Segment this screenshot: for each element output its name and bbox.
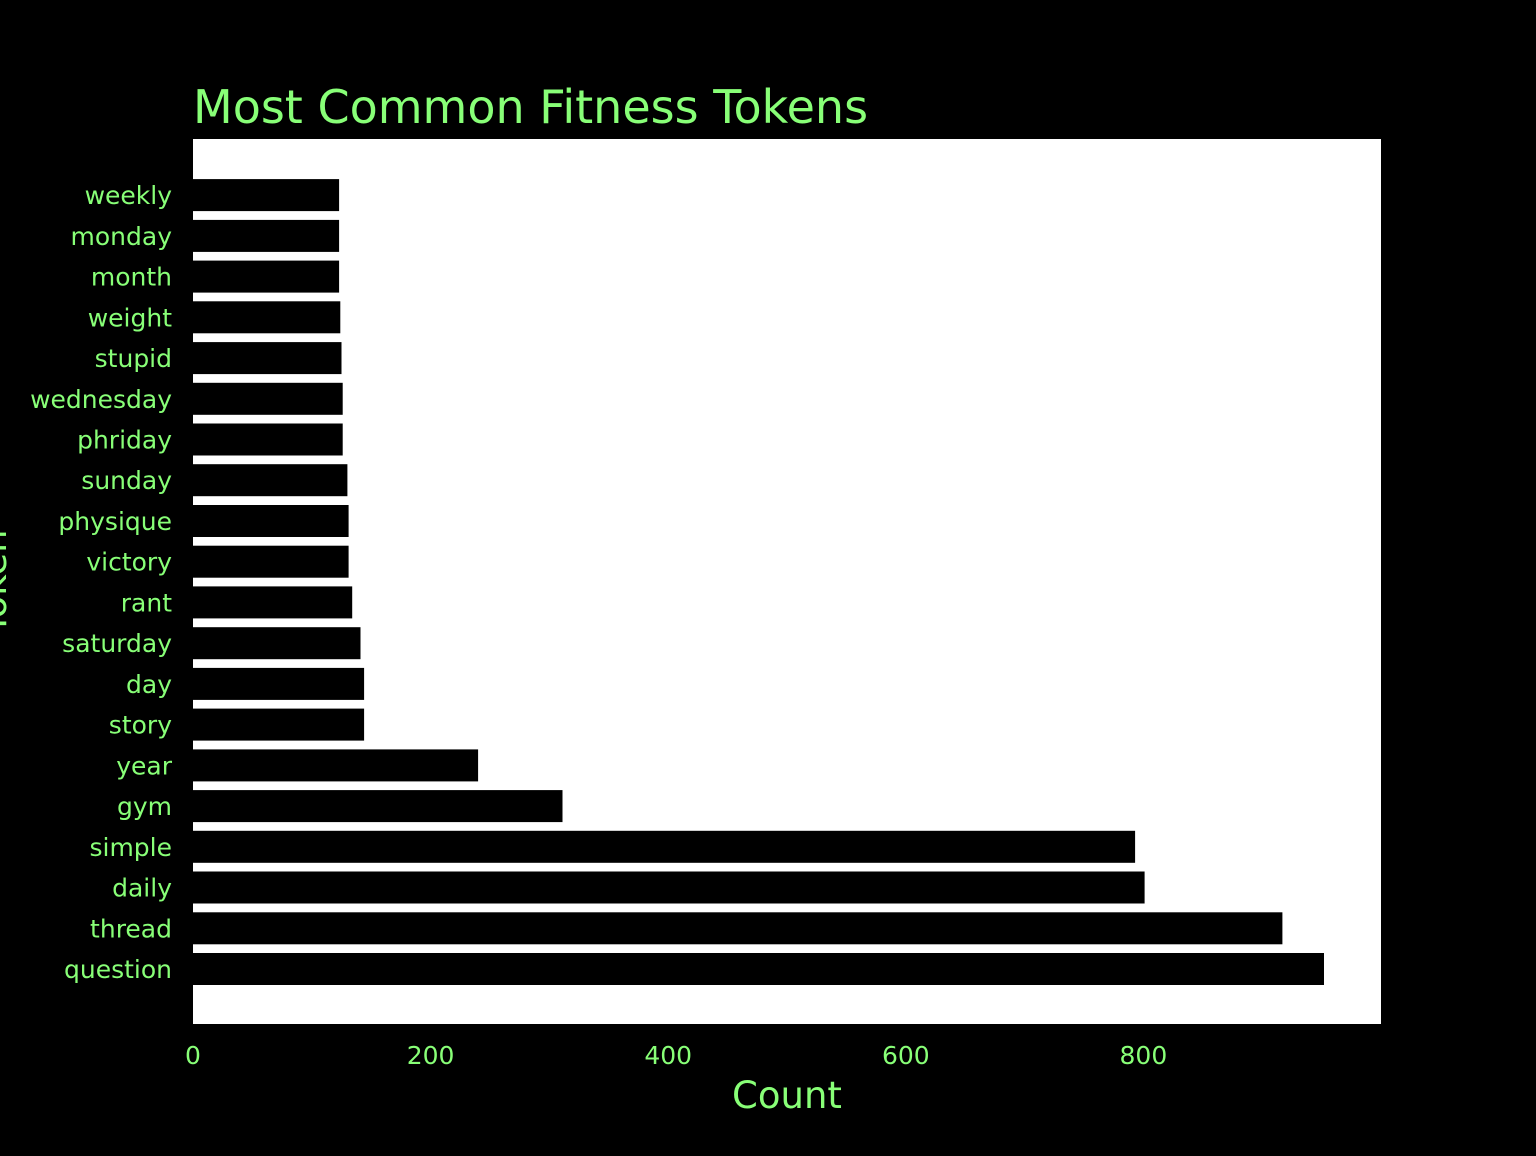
x-tick-label: 600 <box>882 1041 930 1070</box>
bar-question <box>193 953 1324 985</box>
y-tick-labels: question thread daily simple gym year story day… <box>30 181 173 984</box>
y-tick-label: weekly <box>85 181 173 210</box>
bar-year <box>193 749 479 782</box>
bar-phriday <box>193 423 343 456</box>
bar-story <box>193 708 365 741</box>
bar-thread <box>193 912 1283 945</box>
y-tick-label: monday <box>71 222 173 251</box>
y-tick-label: saturday <box>62 629 172 658</box>
y-tick-label: phriday <box>77 426 172 455</box>
y-tick-label: thread <box>90 914 172 943</box>
x-tick-labels: 0 200 400 600 800 <box>185 1041 1167 1070</box>
x-tick-label: 200 <box>407 1041 455 1070</box>
bar-saturday <box>193 627 361 660</box>
x-tick-label: 0 <box>185 1041 201 1070</box>
bar-daily <box>193 871 1145 904</box>
bar-physique <box>193 505 349 537</box>
bar-sunday <box>193 464 348 497</box>
bars-group <box>193 179 1324 985</box>
x-axis-label: Count <box>732 1074 842 1117</box>
y-tick-label: wednesday <box>30 385 172 414</box>
y-tick-label: simple <box>89 833 172 862</box>
x-tick-label: 400 <box>644 1041 692 1070</box>
bar-rant <box>193 586 353 619</box>
y-tick-label: physique <box>58 507 172 536</box>
bar-stupid <box>193 342 342 375</box>
y-tick-label: gym <box>117 792 172 821</box>
bar-wednesday <box>193 382 343 415</box>
bar-day <box>193 667 365 700</box>
x-tick-label: 800 <box>1120 1041 1168 1070</box>
y-tick-label: question <box>64 955 172 984</box>
y-tick-label: daily <box>112 874 172 903</box>
y-tick-label: story <box>109 711 172 740</box>
y-tick-label: victory <box>86 548 172 577</box>
bar-monday <box>193 219 340 252</box>
chart-title: Most Common Fitness Tokens <box>193 80 868 134</box>
bar-weight <box>193 301 341 334</box>
bar-month <box>193 260 340 293</box>
y-tick-label: sunday <box>81 466 172 495</box>
bar-gym <box>193 790 563 823</box>
y-axis-label: Token <box>0 529 15 635</box>
bar-victory <box>193 545 349 578</box>
y-tick-label: month <box>91 263 172 292</box>
y-tick-label: day <box>126 670 172 699</box>
y-tick-label: year <box>116 751 172 780</box>
y-tick-label: stupid <box>95 344 172 373</box>
bar-simple <box>193 830 1136 863</box>
y-tick-label: weight <box>88 303 172 332</box>
y-tick-label: rant <box>121 588 172 617</box>
bar-weekly <box>193 179 340 212</box>
